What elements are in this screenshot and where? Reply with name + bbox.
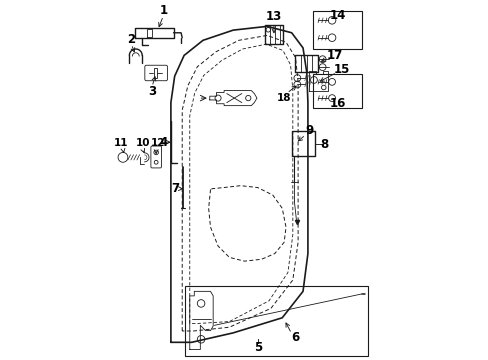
Text: 14: 14	[329, 9, 346, 22]
Text: 4: 4	[159, 136, 167, 149]
Text: 5: 5	[253, 341, 261, 354]
Text: 17: 17	[325, 49, 342, 62]
Text: 9: 9	[305, 125, 313, 138]
Bar	[312, 11, 361, 49]
Text: 3: 3	[148, 85, 156, 98]
Text: 6: 6	[291, 331, 299, 344]
Text: 13: 13	[265, 10, 282, 23]
Bar	[312, 73, 361, 108]
Text: 15: 15	[333, 63, 349, 76]
Text: 2: 2	[127, 33, 135, 46]
Text: 11: 11	[113, 138, 128, 148]
Text: 7: 7	[171, 182, 180, 195]
Text: 1: 1	[159, 4, 167, 17]
Text: 10: 10	[135, 138, 149, 148]
Bar	[184, 286, 367, 356]
Text: 16: 16	[329, 97, 346, 110]
Text: 18: 18	[276, 93, 291, 103]
Text: 12: 12	[150, 138, 164, 148]
Text: 8: 8	[320, 138, 328, 150]
